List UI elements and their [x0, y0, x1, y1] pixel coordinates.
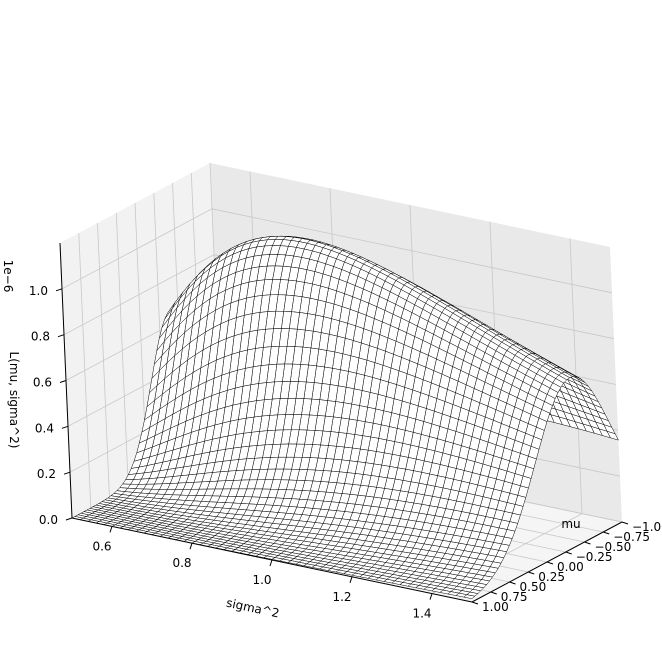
y-tick — [603, 531, 610, 535]
x-axis-label: sigma^2 — [225, 596, 281, 621]
z-tick-label: 0.6 — [33, 376, 52, 390]
y-tick — [621, 521, 629, 525]
x-tick-label: 0.6 — [92, 539, 111, 553]
y-tick — [490, 591, 497, 595]
z-gridline — [63, 254, 615, 340]
y-tick — [471, 601, 479, 605]
y-tick-label: −0.25 — [576, 550, 613, 564]
y-tick-label: 1.00 — [482, 600, 509, 614]
x-tick-label: 0.8 — [172, 556, 191, 570]
z-axis-label: L(mu, sigma^2) — [7, 352, 21, 449]
tick-labels: 0.60.81.01.21.4−1.00−0.75−0.50−0.250.000… — [29, 284, 662, 621]
x-tick — [429, 593, 433, 600]
z-tick-label: 1.0 — [29, 284, 48, 298]
y-tick — [546, 561, 554, 565]
x-tick-label: 1.0 — [252, 573, 271, 587]
z-tick — [59, 380, 67, 383]
z-tick — [55, 288, 63, 292]
x-tick — [269, 559, 273, 567]
y-tick-label: 0.25 — [538, 570, 565, 584]
y-tick — [528, 571, 535, 575]
z-tick-label: 0.0 — [39, 513, 58, 527]
x-tick-label: 1.4 — [412, 607, 431, 621]
x-tick — [349, 576, 353, 583]
y-tick — [584, 541, 591, 545]
y-tick-label: 0.00 — [557, 560, 584, 574]
z-tick — [65, 517, 73, 521]
y-tick-label: −0.50 — [595, 540, 632, 554]
y-tick — [565, 551, 572, 555]
y-tick-label: −0.75 — [613, 530, 650, 544]
x-tick — [109, 526, 113, 533]
z-tick — [57, 334, 65, 338]
x-tick-label: 1.2 — [332, 590, 351, 604]
y-axis-label: mu — [561, 517, 580, 531]
z-tick-label: 0.4 — [35, 421, 54, 435]
z-tick-label: 0.8 — [31, 330, 50, 344]
z-tick — [63, 471, 71, 475]
y-tick-label: 0.50 — [520, 580, 547, 594]
y-tick-label: 0.75 — [501, 590, 528, 604]
z-tick — [61, 425, 69, 429]
y-tick — [509, 581, 516, 585]
x-tick — [189, 543, 193, 550]
z-tick-label: 0.2 — [37, 467, 56, 481]
z-gridline — [61, 208, 613, 294]
likelihood-surface — [71, 235, 619, 599]
z-axis-offset-label: 1e−6 — [1, 260, 15, 293]
y-tick-label: −1.00 — [632, 520, 662, 534]
